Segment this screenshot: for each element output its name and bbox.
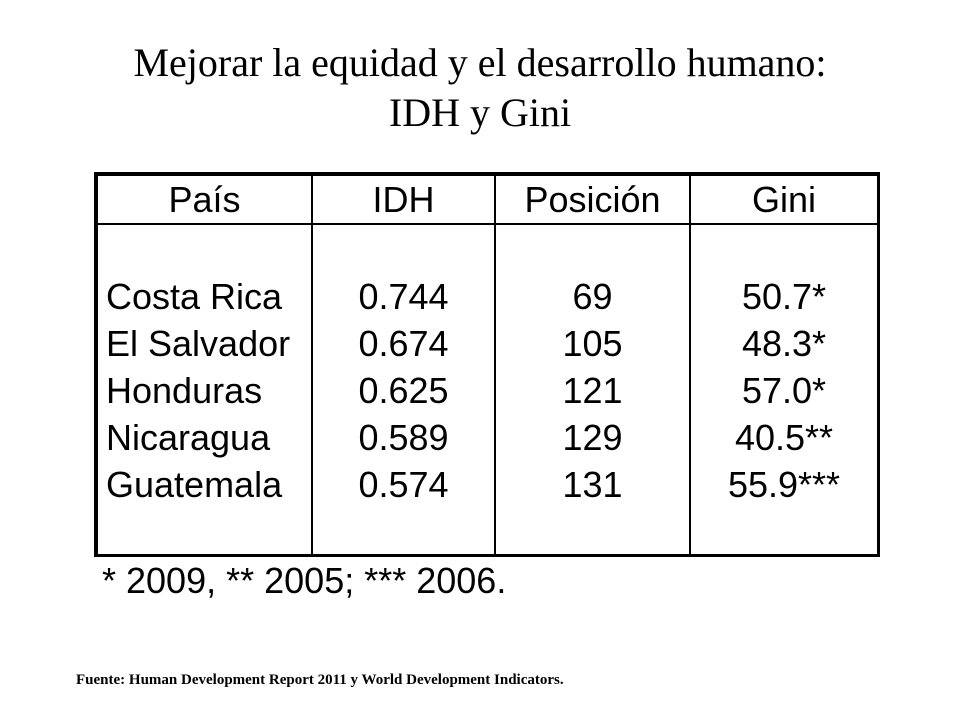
cell-idh: 0.674 xyxy=(358,323,449,364)
header-posicion: Posición xyxy=(524,179,661,220)
column-gini: 50.7* 48.3* 57.0* 40.5** 55.9*** xyxy=(691,273,877,508)
cell-idh: 0.574 xyxy=(358,464,449,505)
cell-gini: 57.0* xyxy=(741,370,827,411)
column-posicion: 69 105 121 129 131 xyxy=(496,273,689,508)
header-gini: Gini xyxy=(751,179,817,220)
cell-gini: 40.5** xyxy=(734,417,834,458)
column-divider xyxy=(311,176,313,554)
header-divider xyxy=(98,223,877,225)
source-note: Fuente: Human Development Report 2011 y … xyxy=(76,672,564,688)
cell-posicion: 105 xyxy=(562,323,623,364)
header-pais: País xyxy=(168,179,241,220)
column-divider xyxy=(689,176,691,554)
cell-pais: Costa Rica xyxy=(106,276,283,317)
cell-pais: Guatemala xyxy=(106,464,283,505)
column-idh: 0.744 0.674 0.625 0.589 0.574 xyxy=(313,273,494,508)
cell-pais: El Salvador xyxy=(106,323,291,364)
cell-idh: 0.589 xyxy=(358,417,449,458)
cell-pais: Honduras xyxy=(106,370,263,411)
header-idh: IDH xyxy=(372,179,435,220)
slide-title: Mejorar la equidad y el desarrollo human… xyxy=(0,38,960,138)
cell-idh: 0.744 xyxy=(358,276,449,317)
slide-title-line-1: Mejorar la equidad y el desarrollo human… xyxy=(133,40,827,85)
cell-posicion: 121 xyxy=(562,370,623,411)
cell-idh: 0.625 xyxy=(358,370,449,411)
cell-posicion: 129 xyxy=(562,417,623,458)
slide-title-line-2: IDH y Gini xyxy=(388,90,572,135)
table-footnote: * 2009, ** 2005; *** 2006. xyxy=(102,560,507,601)
cell-gini: 50.7* xyxy=(741,276,827,317)
column-pais: Costa Rica El Salvador Honduras Nicaragu… xyxy=(106,273,311,508)
cell-posicion: 69 xyxy=(572,276,613,317)
data-table: País IDH Posición Gini Costa Rica El Sal… xyxy=(94,172,880,557)
cell-gini: 48.3* xyxy=(741,323,827,364)
cell-gini: 55.9*** xyxy=(727,464,841,505)
column-divider xyxy=(494,176,496,554)
cell-pais: Nicaragua xyxy=(106,417,271,458)
cell-posicion: 131 xyxy=(562,464,623,505)
